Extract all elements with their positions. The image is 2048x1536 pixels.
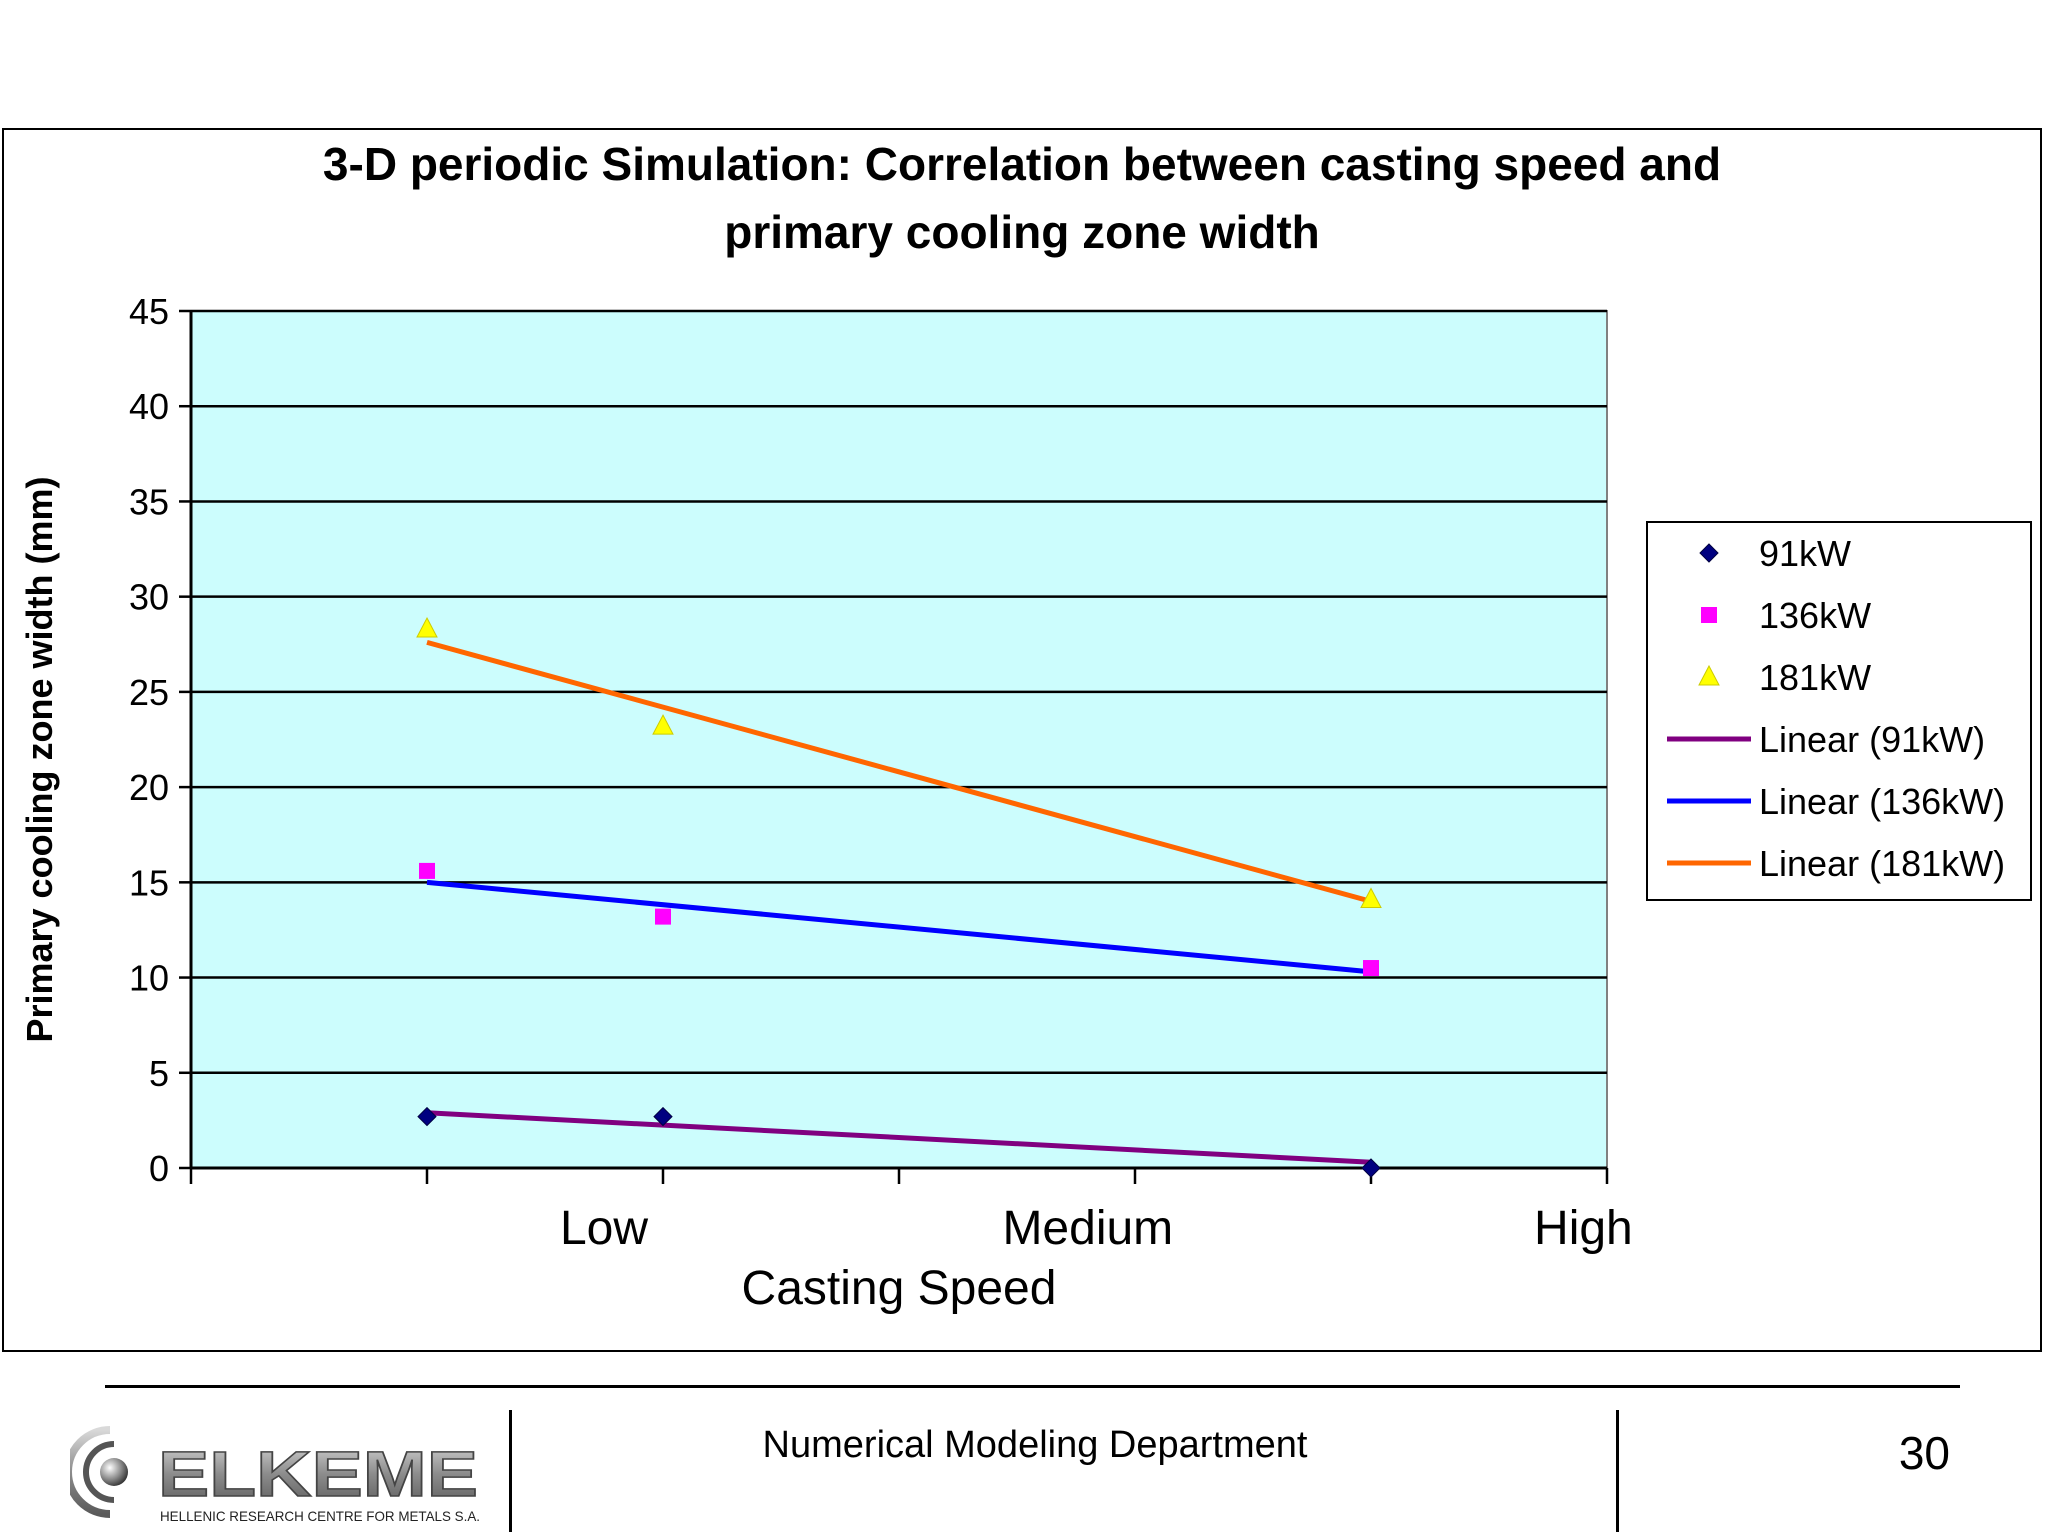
chart-title-line-1: 3-D periodic Simulation: Correlation bet…	[323, 138, 1721, 190]
point-136kw-1	[419, 862, 435, 879]
trendline-2	[426, 879, 1372, 975]
logo-subtitle: HELLENIC RESEARCH CENTRE FOR METALS S.A.	[160, 1508, 480, 1524]
point-91kw-1	[417, 1106, 437, 1127]
chart-title-line-2: primary cooling zone width	[724, 206, 1319, 258]
legend-marker-3	[1698, 664, 1720, 686]
x-tick-label-high: High	[1534, 1202, 1633, 1255]
point-91kw-3	[1361, 1158, 1381, 1178]
y-tick-label-20: 20	[129, 767, 169, 808]
legend-label-2: 136kW	[1759, 595, 1871, 636]
y-tick-label-15: 15	[129, 862, 169, 903]
y-axis-label: Primary cooling zone width (mm)	[19, 476, 60, 1042]
footer-separator-left	[509, 1410, 512, 1532]
point-136kw-2	[655, 908, 671, 925]
y-tick-label-25: 25	[129, 672, 169, 713]
department-label: Numerical Modeling Department	[762, 1424, 1308, 1466]
x-tick-label-medium: Medium	[1002, 1202, 1173, 1255]
x-axis-label: Casting Speed	[742, 1262, 1057, 1315]
legend-label-4: Linear (91kW)	[1759, 719, 1985, 760]
x-tick-label-low: Low	[560, 1202, 648, 1255]
footer-rule	[105, 1385, 1960, 1388]
y-tick-label-10: 10	[129, 958, 169, 999]
y-tick-label-5: 5	[149, 1053, 169, 1094]
elkeme-logo: ELKEME HELLENIC RESEARCH CENTRE FOR META…	[70, 1426, 480, 1524]
legend-label-3: 181kW	[1759, 657, 1871, 698]
logo-wordmark: ELKEME	[158, 1438, 478, 1510]
legend-box	[1646, 521, 2032, 901]
y-tick-label-45: 45	[129, 291, 169, 332]
footer-separator-right	[1616, 1410, 1619, 1532]
trendline-3	[426, 639, 1372, 904]
y-tick-label-30: 30	[129, 577, 169, 618]
legend-label-1: 91kW	[1759, 533, 1851, 574]
y-tick-label-40: 40	[129, 386, 169, 427]
point-181kw-2	[652, 714, 674, 735]
point-91kw-2	[653, 1106, 673, 1127]
chart: 3-D periodic Simulation: Correlation bet…	[19, 138, 2032, 1315]
point-181kw-3	[1360, 887, 1382, 908]
legend-marker-2	[1701, 607, 1717, 623]
point-136kw-3	[1363, 960, 1379, 977]
page-number: 30	[1898, 1427, 1950, 1479]
trendline-1	[426, 1110, 1372, 1165]
y-tick-label-0: 0	[149, 1148, 169, 1189]
point-181kw-1	[416, 616, 438, 638]
chart-frame: 3-D periodic Simulation: Correlation bet…	[2, 128, 2042, 1352]
legend-label-6: Linear (181kW)	[1759, 843, 2005, 884]
y-tick-label-35: 35	[129, 481, 169, 522]
plot-area	[190, 310, 1608, 1169]
legend-label-5: Linear (136kW)	[1759, 781, 2005, 822]
legend-marker-1	[1699, 543, 1719, 563]
